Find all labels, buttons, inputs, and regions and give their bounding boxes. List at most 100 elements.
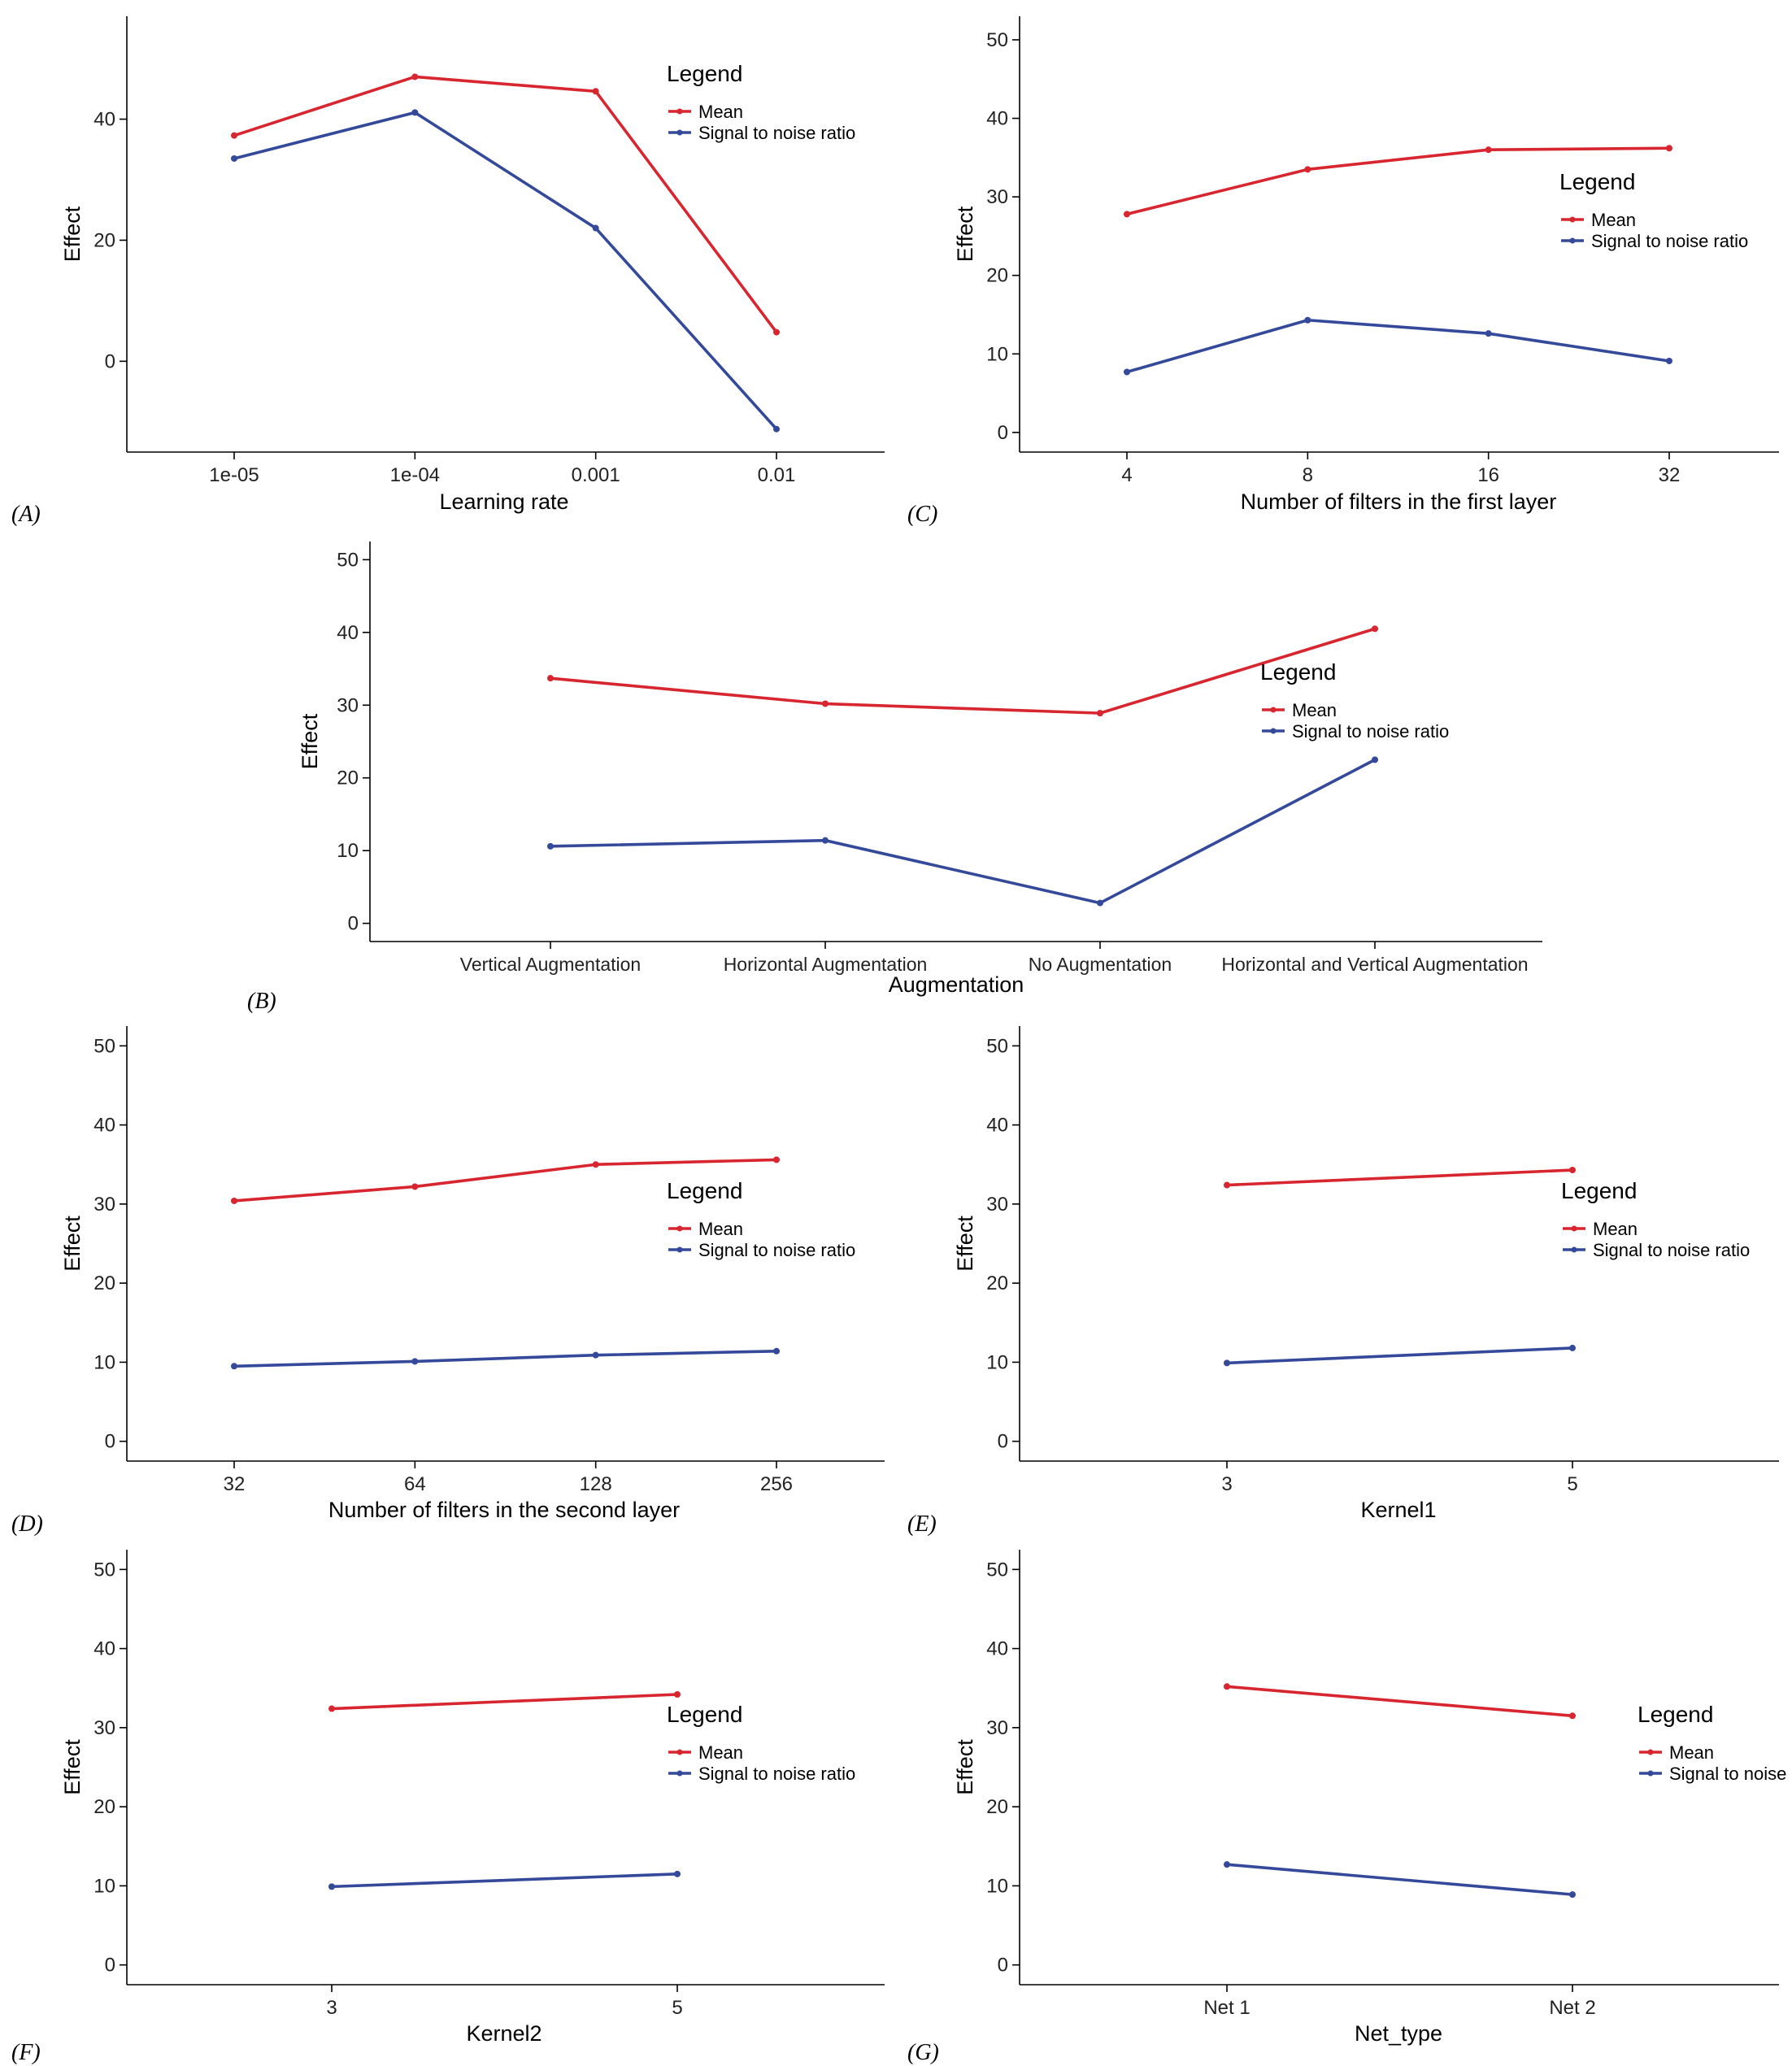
y-tick-label: 0 — [348, 913, 359, 935]
series-line-snr — [1126, 318, 1670, 374]
legend-label-snr: Signal to noise ratio — [1591, 231, 1748, 251]
data-point-snr — [1224, 1359, 1230, 1367]
x-tick-label: 128 — [580, 1473, 612, 1495]
x-axis-title: Number of filters in the first layer — [1241, 489, 1557, 514]
x-tick-label: 256 — [760, 1473, 793, 1495]
x-tick-label: 8 — [1303, 464, 1313, 486]
y-tick-label: 0 — [998, 1955, 1008, 1977]
y-tick-label: 10 — [986, 343, 1008, 365]
data-point-mean — [1304, 166, 1311, 173]
data-point-mean — [674, 1691, 681, 1698]
x-axis-title: Learning rate — [439, 489, 568, 514]
y-axis-title: Effect — [60, 206, 85, 262]
legend-label-mean: Mean — [698, 1742, 743, 1763]
data-point-mean — [1224, 1683, 1230, 1690]
x-tick-label: 64 — [404, 1473, 426, 1495]
panel-letter: (F) — [11, 2040, 41, 2065]
data-point-mean — [1569, 1167, 1576, 1174]
series-line-snr — [233, 111, 778, 430]
x-tick-label: 3 — [326, 1997, 337, 2019]
y-tick-label: 40 — [94, 1115, 115, 1137]
chart-panel-f: 0 10 20 30 40 50 3 5 Kernel2 Effect Legend MeanSign… — [11, 1550, 885, 2065]
y-tick-label: 30 — [337, 694, 359, 716]
series-line-snr — [331, 1872, 678, 1889]
y-axis-title: Effect — [298, 713, 322, 769]
panel-letter: (C) — [907, 502, 937, 527]
x-tick-label: 5 — [672, 1997, 682, 2019]
data-point-snr — [1304, 316, 1311, 324]
y-tick-label: 50 — [94, 1035, 115, 1057]
x-axis-title: Net_type — [1355, 2021, 1442, 2046]
chart-panel-b: 0 10 20 30 40 50 Vertical Augmentation Horizont… — [247, 542, 1542, 1014]
legend-title: Legend — [667, 1178, 742, 1203]
data-point-snr — [1372, 756, 1378, 763]
data-point-snr — [1124, 368, 1130, 376]
legend-swatch-point — [1647, 1749, 1654, 1755]
y-tick-label: 50 — [986, 1035, 1008, 1057]
data-point-mean — [411, 73, 419, 80]
x-tick-label: Net 1 — [1203, 1997, 1250, 2019]
legend-swatch-point — [1647, 1770, 1654, 1777]
data-point-mean — [1485, 146, 1492, 154]
legend-label-mean: Mean — [1292, 700, 1337, 720]
x-tick-label: 5 — [1567, 1473, 1577, 1495]
legend-swatch-point — [676, 1246, 683, 1253]
series-line-mean — [1226, 1168, 1573, 1187]
y-tick-label: 0 — [998, 422, 1008, 444]
data-point-snr — [592, 224, 599, 232]
data-point-mean — [231, 1197, 237, 1204]
series-line-mean — [233, 1158, 777, 1203]
y-tick-label: 10 — [94, 1875, 115, 1897]
series-line-snr — [550, 758, 1376, 905]
legend-label-mean: Mean — [1591, 210, 1636, 230]
data-point-mean — [1097, 710, 1103, 717]
legend-swatch-point — [1270, 728, 1277, 734]
legend-label-snr: Signal to noise ratio — [1593, 1240, 1750, 1260]
y-tick-label: 0 — [105, 350, 115, 372]
x-tick-label: Horizontal Augmentation — [724, 954, 928, 975]
data-point-mean — [1372, 625, 1378, 633]
legend-swatch-point — [1571, 1246, 1577, 1253]
chart-panel-e: 0 10 20 30 40 50 3 5 Kernel1 Effect Legend MeanSign… — [907, 1026, 1779, 1537]
series-line-mean — [331, 1693, 678, 1711]
data-point-snr — [674, 1870, 681, 1877]
chart-panel-c: 0 10 20 30 40 50 4 8 16 32 Number of filters in th… — [907, 16, 1779, 527]
data-point-mean — [328, 1705, 335, 1712]
data-point-snr — [1569, 1891, 1576, 1899]
legend-label-mean: Mean — [1669, 1742, 1714, 1763]
data-point-mean — [231, 132, 237, 139]
x-tick-label: 4 — [1121, 464, 1132, 486]
series-line-snr — [1226, 1863, 1573, 1896]
chart-panel-d: 0 10 20 30 40 50 32 64 128 256 Number of filters i… — [11, 1026, 885, 1537]
panel-letter: (B) — [247, 989, 276, 1014]
legend-swatch-point — [1569, 237, 1576, 244]
y-axis-title: Effect — [953, 206, 977, 262]
data-point-mean — [1569, 1712, 1576, 1720]
data-point-mean — [773, 1156, 780, 1163]
data-point-mean — [1666, 145, 1672, 152]
legend-label-snr: Signal to noise ratio — [698, 1764, 855, 1784]
y-tick-label: 20 — [986, 265, 1008, 287]
legend-label-snr: Signal to noise ratio — [698, 1240, 855, 1260]
legend-label-mean: Mean — [698, 102, 743, 122]
y-tick-label: 0 — [105, 1431, 115, 1453]
x-tick-label: 1e-04 — [390, 464, 440, 486]
series-line-mean — [1126, 146, 1670, 216]
data-point-snr — [1666, 357, 1672, 364]
y-axis-title: Effect — [60, 1216, 85, 1272]
data-point-mean — [592, 1161, 599, 1168]
legend-label-snr: Signal to noise ratio — [1669, 1764, 1792, 1784]
y-tick-label: 0 — [105, 1955, 115, 1977]
legend-label-mean: Mean — [698, 1219, 743, 1239]
x-axis-title: Augmentation — [889, 972, 1024, 997]
legend-label-mean: Mean — [1593, 1219, 1638, 1239]
x-tick-label: Net 2 — [1549, 1997, 1595, 2019]
legend-swatch-point — [1569, 216, 1576, 223]
data-point-snr — [231, 154, 237, 162]
data-point-snr — [411, 1358, 419, 1365]
y-tick-label: 40 — [337, 622, 359, 644]
data-point-mean — [822, 700, 829, 707]
data-point-snr — [411, 109, 419, 116]
panel-letter: (G) — [907, 2040, 939, 2065]
y-tick-label: 20 — [337, 768, 359, 789]
